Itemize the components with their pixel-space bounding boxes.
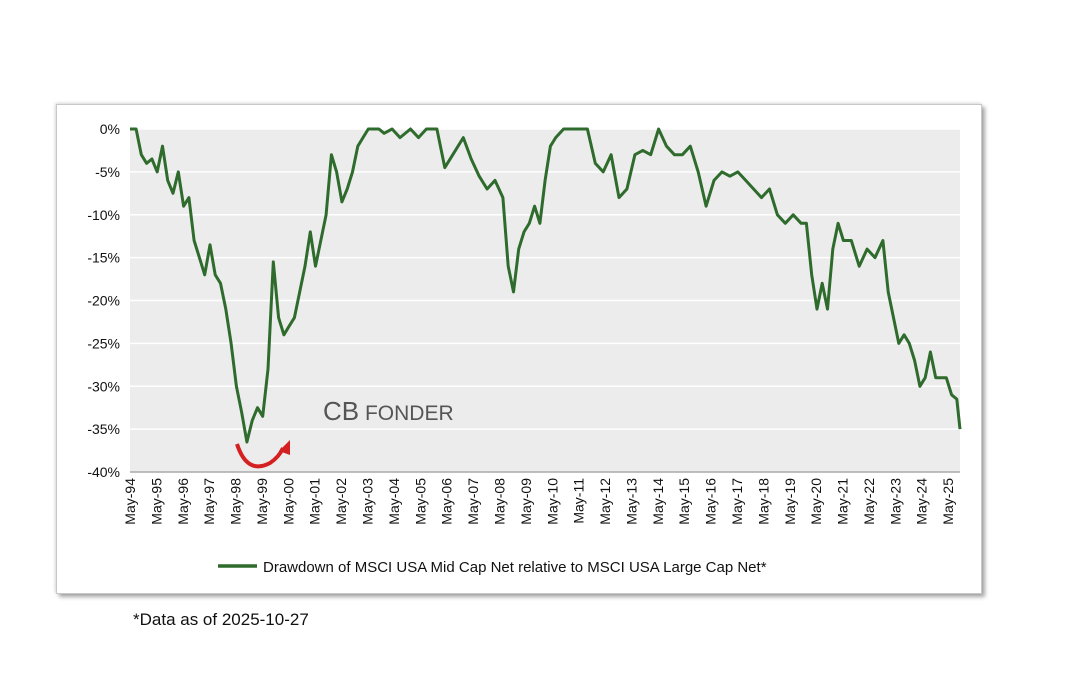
x-tick-label: May-10 (544, 478, 560, 525)
x-tick-label: May-20 (808, 478, 824, 525)
y-tick-label: -25% (87, 335, 120, 351)
x-tick-label: May-96 (175, 478, 191, 525)
x-tick-label: May-94 (122, 478, 138, 525)
x-tick-label: May-04 (386, 478, 402, 525)
x-tick-label: May-06 (439, 478, 455, 525)
x-tick-label: May-14 (650, 478, 666, 525)
y-tick-label: -40% (87, 464, 120, 480)
x-tick-label: May-08 (491, 478, 507, 525)
x-tick-label: May-22 (861, 478, 877, 525)
x-tick-label: May-23 (887, 478, 903, 525)
watermark-text: CB FONDER (323, 396, 454, 426)
x-tick-label: May-02 (333, 478, 349, 525)
y-axis-ticks: 0% -5% -10% -15% -20% -25% -30% -35% -40% (87, 121, 120, 480)
y-tick-label: -35% (87, 421, 120, 437)
x-tick-label: May-00 (280, 478, 296, 525)
legend: Drawdown of MSCI USA Mid Cap Net relativ… (218, 559, 767, 576)
curved-arrow-icon (235, 440, 290, 469)
chart-canvas: 0% -5% -10% -15% -20% -25% -30% -35% -40% May-94… (87, 121, 962, 576)
x-tick-label: May-19 (782, 478, 798, 525)
legend-label: Drawdown of MSCI USA Mid Cap Net relativ… (263, 559, 767, 576)
x-tick-label: May-97 (201, 478, 217, 525)
x-tick-label: May-24 (914, 478, 930, 525)
chart-frame: 0% -5% -10% -15% -20% -25% -30% -35% -40% May-94… (56, 104, 982, 594)
y-tick-label: -10% (87, 207, 120, 223)
x-tick-label: May-11 (571, 478, 587, 524)
watermark-logo: CB FONDER (323, 396, 454, 426)
x-tick-label: May-99 (254, 478, 270, 525)
y-tick-label: 0% (100, 121, 120, 137)
x-tick-label: May-13 (623, 478, 639, 525)
x-tick-label: May-01 (307, 478, 323, 525)
x-tick-label: May-21 (835, 478, 851, 525)
x-tick-label: May-25 (940, 478, 956, 525)
x-tick-label: May-12 (597, 478, 613, 525)
y-tick-label: -30% (87, 378, 120, 394)
x-axis-ticks: May-94 May-95 May-96 May-97 May-98 May-99 May-… (122, 478, 956, 525)
x-tick-label: May-05 (412, 478, 428, 525)
x-tick-label: May-15 (676, 478, 692, 525)
x-tick-label: May-03 (360, 478, 376, 525)
x-tick-label: May-98 (228, 478, 244, 525)
footnote: *Data as of 2025-10-27 (133, 610, 309, 629)
y-tick-label: -20% (87, 293, 120, 309)
y-tick-label: -15% (87, 250, 120, 266)
x-tick-label: May-07 (465, 478, 481, 525)
y-tick-label: -5% (95, 164, 120, 180)
series-line-drawdown (130, 127, 962, 444)
x-tick-label: May-17 (729, 478, 745, 525)
x-tick-label: May-95 (148, 478, 164, 525)
x-tick-label: May-16 (703, 478, 719, 525)
x-tick-label: May-09 (518, 478, 534, 525)
x-tick-label: May-18 (755, 478, 771, 525)
